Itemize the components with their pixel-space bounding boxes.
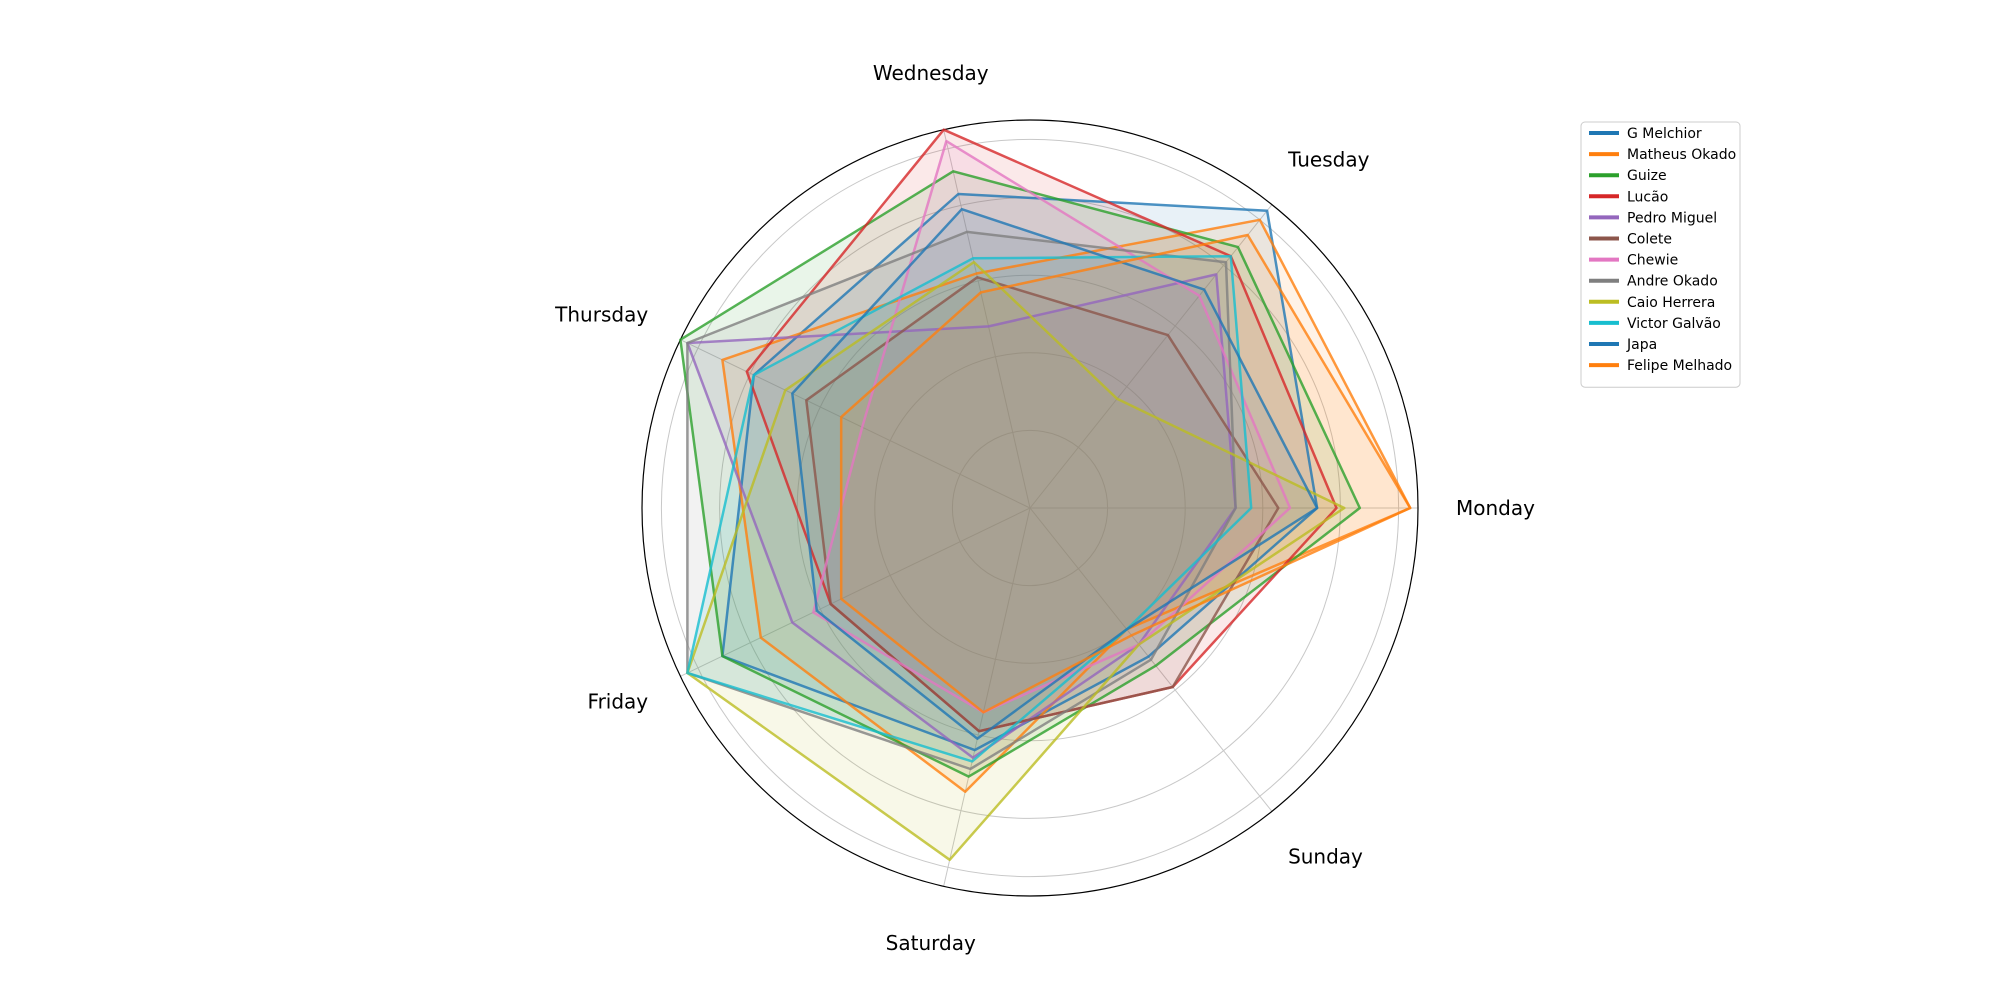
series-line-g-melchior: [721, 192, 1319, 752]
legend-label-andre-okado: Andre Okado: [1627, 274, 1718, 290]
legend-label-g-melchior: G Melchior: [1627, 126, 1702, 142]
series-fill-felipe-melhado: [841, 235, 1411, 713]
legend-label-lucao: Lucão: [1627, 189, 1668, 205]
series-fill-pedro-miguel: [687, 274, 1236, 758]
series-line-caio-herrera: [686, 260, 1346, 862]
axis-label-monday: Monday: [1456, 496, 1535, 520]
legend-label-victor-galvao: Victor Galvão: [1627, 316, 1721, 332]
axis-labels: Monday Tuesday Wednesday Thursday Friday Satu…: [554, 61, 1535, 955]
grid-spoke-friday: [680, 507, 1031, 677]
axis-label-saturday: Saturday: [886, 931, 976, 955]
axis-label-tuesday: Tuesday: [1287, 147, 1370, 171]
outer-frame: [641, 119, 1419, 897]
legend-label-japa: Japa: [1626, 337, 1657, 353]
legend-label-colete: Colete: [1627, 232, 1672, 248]
legend-label-guize: Guize: [1627, 168, 1667, 184]
series-line-chewie: [812, 139, 1292, 714]
series-line-japa: [791, 207, 1319, 740]
grid-spoke-saturday: [943, 507, 1031, 887]
legend: G Melchior Matheus Okado Guize Lucão Pedro M…: [1580, 121, 1741, 388]
series-fill-japa: [792, 209, 1318, 739]
series-fill-caio-herrera: [687, 262, 1345, 860]
series-line-colete: [805, 276, 1280, 733]
legend-label-chewie: Chewie: [1627, 253, 1678, 269]
series-line-felipe-melhado: [839, 233, 1412, 714]
series-line-matheus-okado: [721, 218, 1412, 793]
legend-label-caio-herrera: Caio Herrera: [1627, 295, 1715, 311]
axis-label-friday: Friday: [588, 690, 649, 714]
legend-label-pedro-miguel: Pedro Miguel: [1627, 210, 1717, 226]
radar-series: [679, 128, 1412, 862]
legend-label-felipe-melhado: Felipe Melhado: [1627, 358, 1732, 374]
grid-spoke-wednesday: [943, 129, 1031, 509]
legend-label-matheus-okado: Matheus Okado: [1627, 147, 1736, 163]
grid-spoke-tuesday: [1029, 204, 1273, 509]
series-fill-colete: [806, 277, 1279, 732]
grid-spoke-thursday: [680, 339, 1031, 509]
axis-label-wednesday: Wednesday: [873, 61, 989, 85]
series-fill-victor-galvao: [687, 256, 1252, 762]
series-fill-andre-okado: [687, 231, 1236, 769]
axis-label-thursday: Thursday: [554, 302, 648, 326]
legend-frame: [1580, 121, 1741, 388]
axis-label-sunday: Sunday: [1288, 845, 1363, 869]
radar-grid: [641, 119, 1419, 897]
series-line-guize: [679, 170, 1362, 778]
